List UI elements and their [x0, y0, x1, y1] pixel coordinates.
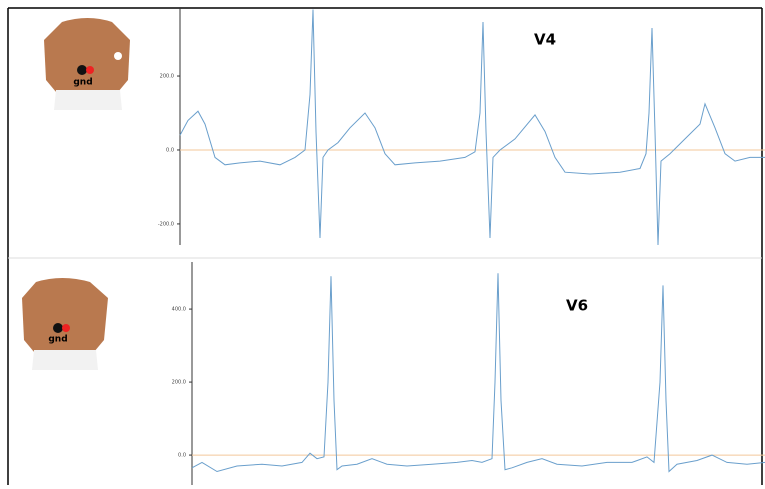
ground-label: gnd	[73, 78, 92, 88]
electrode-red	[62, 324, 70, 332]
ecg-trace	[179, 9, 765, 246]
y-tick-label: 400.0	[172, 307, 186, 313]
shorts	[54, 90, 122, 110]
ground-label: gnd	[48, 335, 67, 345]
torso	[44, 18, 130, 92]
electrode-black	[53, 323, 63, 333]
torso	[22, 278, 108, 352]
electrode-black	[77, 65, 87, 75]
torso-image: gnd	[18, 278, 112, 370]
electrode	[114, 52, 122, 60]
lead-label: V6	[566, 297, 588, 315]
y-tick-label: 200.0	[172, 380, 186, 386]
y-tick-label: 0.0	[166, 147, 174, 153]
shorts	[32, 350, 98, 370]
y-tick-label: 0.0	[178, 453, 186, 459]
y-tick-label: -200.0	[158, 221, 174, 227]
y-tick-label: 200.0	[160, 74, 174, 80]
lead-label: V4	[534, 31, 556, 49]
torso-image: gnd	[42, 18, 135, 110]
electrode-red	[86, 66, 94, 74]
ecg-trace	[191, 273, 765, 473]
